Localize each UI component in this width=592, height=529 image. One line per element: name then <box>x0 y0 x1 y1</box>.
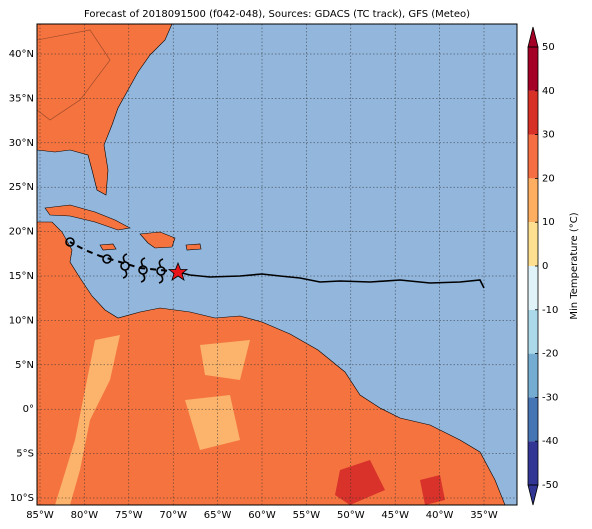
current-position <box>167 261 189 281</box>
colorbar-segment <box>528 397 538 442</box>
colorbar-arrow-top <box>527 26 539 48</box>
lat-label: 35°N <box>9 93 34 104</box>
colorbar-tick-label: -50 <box>542 480 558 491</box>
map-frame <box>36 23 518 506</box>
map-title: Forecast of 2018091500 (f042-048), Sourc… <box>84 9 470 20</box>
colorbar-segment <box>528 178 538 223</box>
lon-label: 65°W <box>204 510 232 521</box>
lon-label: 50°W <box>337 510 365 521</box>
lon-label: 55°W <box>293 510 321 521</box>
colorbar-tick-label: 40 <box>542 86 555 97</box>
lon-label: 85°W <box>26 510 54 521</box>
colorbar-segment <box>528 222 538 266</box>
lon-label: 35°W <box>470 510 498 521</box>
lat-label: 20°N <box>9 227 34 238</box>
lat-label: 0° <box>23 404 34 415</box>
central-south-america <box>37 221 506 505</box>
colorbar-segment <box>528 309 538 354</box>
colorbar-segment <box>528 90 538 135</box>
lat-label: 25°N <box>9 182 34 193</box>
lon-label: 80°W <box>71 510 99 521</box>
colorbar-tick-label: 30 <box>542 130 555 141</box>
colorbar-segment <box>528 266 538 310</box>
colorbar-tick-label: -40 <box>542 436 558 447</box>
hot-spots <box>335 460 445 505</box>
highlands <box>55 335 250 505</box>
colorbar-tick-label: -20 <box>542 349 558 360</box>
colorbar: 50 40 30 20 10 0 -10 -20 -30 -40 -50 <box>527 26 558 506</box>
colorbar-tick-label: 20 <box>542 173 555 184</box>
lon-label: 70°W <box>159 510 187 521</box>
lon-label: 75°W <box>115 510 143 521</box>
colorbar-label: Min Temperature (°C) <box>569 212 580 319</box>
colorbar-tick-label: 10 <box>542 217 555 228</box>
jamaica <box>99 243 117 251</box>
colorbar-segment <box>528 441 538 485</box>
storm-track <box>177 271 485 289</box>
lat-label: 30°N <box>9 138 34 149</box>
north-america <box>37 24 173 196</box>
lon-label: 45°W <box>381 510 409 521</box>
colorbar-segment <box>528 47 538 91</box>
map-area <box>37 24 517 505</box>
lat-label: 5°S <box>16 449 34 460</box>
storm-track-past <box>69 241 179 273</box>
lat-label: 5°N <box>15 360 34 371</box>
interior-land <box>37 29 111 121</box>
puerto-rico <box>185 243 202 251</box>
lon-label: 60°W <box>248 510 276 521</box>
colorbar-tick-label: 50 <box>542 42 555 53</box>
colorbar-tick-label: -30 <box>542 392 558 403</box>
colorbar-arrow-bottom <box>527 484 539 506</box>
graticule <box>37 24 517 505</box>
lat-label: 15°N <box>9 271 34 282</box>
lat-label: 10°S <box>10 493 34 504</box>
colorbar-segment <box>528 353 538 398</box>
colorbar-tick-label: -10 <box>542 305 558 316</box>
lat-label: 40°N <box>9 49 34 60</box>
colorbar-segment <box>528 134 538 179</box>
lon-label: 40°W <box>426 510 454 521</box>
cuba <box>44 204 131 231</box>
colorbar-tick-label: 0 <box>542 261 548 272</box>
storm-symbols <box>65 237 166 284</box>
lat-label: 10°N <box>9 315 34 326</box>
hispaniola <box>139 231 176 249</box>
